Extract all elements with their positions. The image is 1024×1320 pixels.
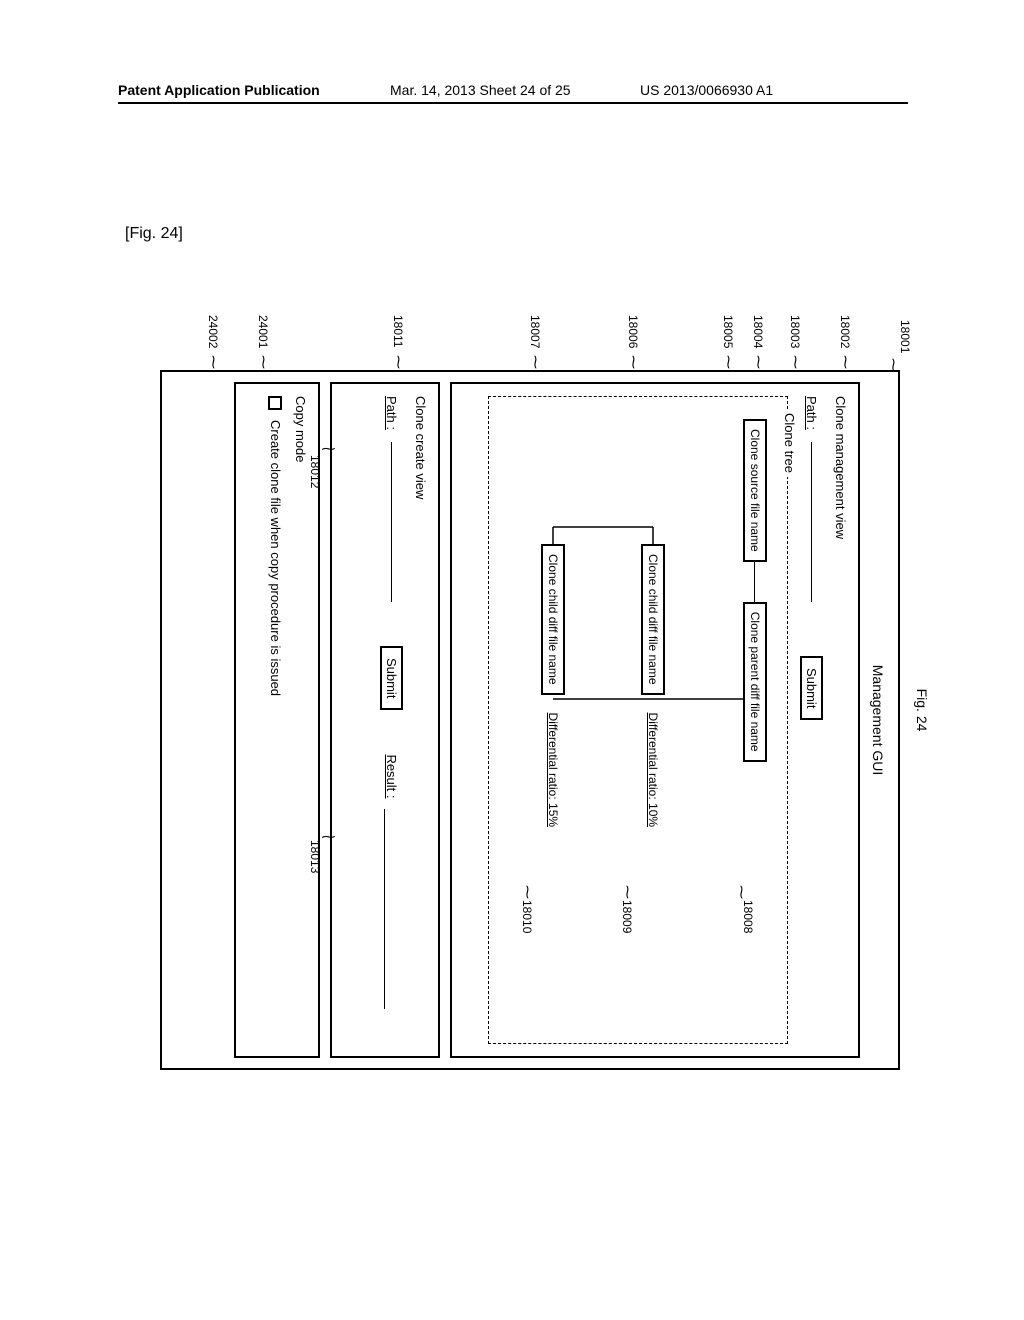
rotated-stage: Fig. 24 18001 ⁓ Management GUI Clone man… xyxy=(140,220,930,1200)
copy-mode-row: Create clone file when copy procedure is… xyxy=(268,396,283,1044)
clone-tree-box: Clone tree Clone source file name Clone … xyxy=(488,396,788,1044)
differential-ratio-2: Differential ratio: 15% xyxy=(546,713,560,828)
header-mid: Mar. 14, 2013 Sheet 24 of 25 xyxy=(390,82,571,98)
clone-create-view-title: Clone create view xyxy=(413,396,428,1044)
tilde-icon: ⁓ xyxy=(733,885,750,899)
mgmt-path-row: Path : Submit xyxy=(800,396,823,1044)
header-right: US 2013/0066930 A1 xyxy=(640,82,773,98)
tilde-icon: ⁓ xyxy=(837,355,854,369)
ref-18002: 18002 xyxy=(838,315,852,348)
tilde-icon: ⁓ xyxy=(519,885,536,899)
header-rule xyxy=(118,102,908,104)
management-gui-window: Management GUI Clone management view Pat… xyxy=(160,370,900,1070)
copy-mode-title: Copy mode xyxy=(293,396,308,1044)
tilde-icon: ⁓ xyxy=(787,355,804,369)
tilde-icon: ⁓ xyxy=(255,355,272,369)
clone-management-view-title: Clone management view xyxy=(833,396,848,1044)
page: Patent Application Publication Mar. 14, … xyxy=(0,0,1024,1320)
tilde-icon: ⁓ xyxy=(322,829,336,846)
result-label: Result : xyxy=(384,754,399,798)
clone-management-view-panel: Clone management view Path : Submit Clon… xyxy=(450,382,860,1058)
mgmt-path-label: Path : xyxy=(804,396,819,430)
ref-24002: 24002 xyxy=(206,315,220,348)
create-path-input-line[interactable] xyxy=(391,442,392,602)
ref-18010: 18010 xyxy=(520,900,534,933)
create-path-row: Path : Submit Result : xyxy=(380,396,403,1044)
ref-18006: 18006 xyxy=(626,315,640,348)
ref-18001: 18001 xyxy=(898,320,912,353)
clone-tree-label: Clone tree xyxy=(782,409,797,477)
ref-18007: 18007 xyxy=(528,315,542,348)
create-path-label: Path : xyxy=(384,396,399,430)
ref-24001: 24001 xyxy=(256,315,270,348)
ref-18004: 18004 xyxy=(751,315,765,348)
result-line xyxy=(384,809,385,1009)
tilde-icon: ⁓ xyxy=(527,355,544,369)
result-row: Result : xyxy=(384,754,399,1008)
tilde-icon: ⁓ xyxy=(625,355,642,369)
tilde-icon: ⁓ xyxy=(322,441,336,458)
clone-child-diff-file-box-2: Clone child diff file name xyxy=(541,544,565,695)
ref-18005: 18005 xyxy=(721,315,735,348)
header-left: Patent Application Publication xyxy=(118,82,320,98)
ref-18012: 18012 xyxy=(308,455,322,488)
tilde-icon: ⁓ xyxy=(619,885,636,899)
create-submit-button[interactable]: Submit xyxy=(380,646,403,710)
mgmt-submit-button[interactable]: Submit xyxy=(800,656,823,720)
tilde-icon: ⁓ xyxy=(205,355,222,369)
ref-18008: 18008 xyxy=(741,900,755,933)
tilde-icon: ⁓ xyxy=(750,355,767,369)
tilde-icon: ⁓ xyxy=(390,355,407,369)
ref-18003: 18003 xyxy=(788,315,802,348)
ref-18011: 18011 xyxy=(391,315,405,347)
copy-mode-text: Create clone file when copy procedure is… xyxy=(268,420,283,696)
clone-child-diff-file-box-1: Clone child diff file name xyxy=(641,544,665,695)
rotated-inner: Fig. 24 18001 ⁓ Management GUI Clone man… xyxy=(140,220,930,1200)
clone-create-view-panel: Clone create view Path : Submit Result : xyxy=(330,382,440,1058)
ref-18013: 18013 xyxy=(308,840,322,873)
tilde-icon: ⁓ xyxy=(720,355,737,369)
copy-mode-checkbox[interactable] xyxy=(269,396,283,410)
differential-ratio-1: Differential ratio: 10% xyxy=(646,713,660,828)
figure-caption: Fig. 24 xyxy=(914,689,930,732)
gui-title: Management GUI xyxy=(870,382,886,1058)
clone-tree-canvas: Clone source file name Clone parent diff… xyxy=(507,409,773,1031)
ref-18009: 18009 xyxy=(620,900,634,933)
mgmt-path-input-line[interactable] xyxy=(811,442,812,602)
